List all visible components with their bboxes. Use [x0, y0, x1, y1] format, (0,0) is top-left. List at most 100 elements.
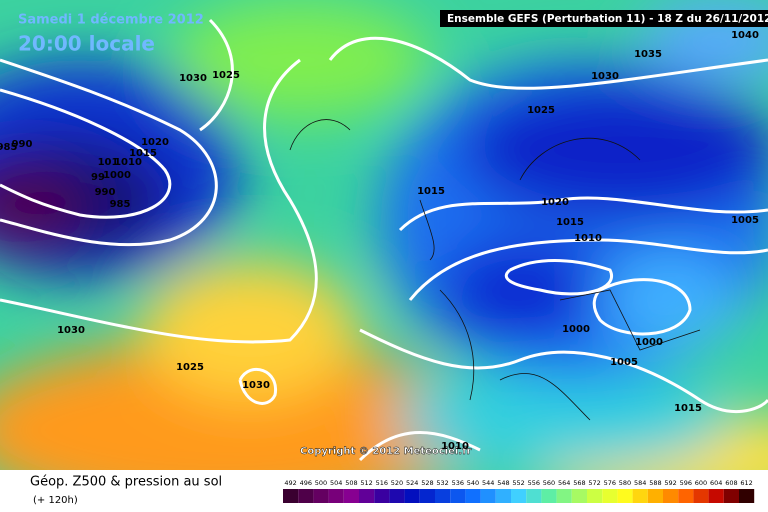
scale-label: 504	[330, 479, 342, 487]
isobar-label: 1000	[103, 170, 131, 181]
scale-label: 548	[497, 479, 509, 487]
scale-swatch	[283, 489, 299, 503]
isobar-label: 1020	[541, 197, 569, 208]
scale-label: 588	[649, 479, 661, 487]
scale-swatch	[678, 489, 694, 503]
scale-label: 564	[558, 479, 570, 487]
isobar-label: 1010	[574, 233, 602, 244]
legend-subtitle: (+ 120h)	[33, 495, 78, 506]
isobar-label: 1030	[179, 73, 207, 84]
isobar-label: 985	[0, 142, 17, 153]
scale-swatch	[495, 489, 511, 503]
isobar-label: 990	[12, 139, 33, 150]
scale-swatch	[541, 489, 557, 503]
scale-label: 576	[604, 479, 616, 487]
isobar-label: 1005	[610, 357, 638, 368]
scale-swatch	[708, 489, 724, 503]
scale-swatch	[647, 489, 663, 503]
scale-label: 560	[543, 479, 555, 487]
scale-label: 492	[284, 479, 296, 487]
scale-label: 592	[664, 479, 676, 487]
scale-swatch	[739, 489, 755, 503]
scale-swatch	[480, 489, 496, 503]
scale-swatch	[450, 489, 466, 503]
scale-label: 556	[528, 479, 540, 487]
scale-label: 544	[482, 479, 494, 487]
isobar-label: 99	[91, 172, 105, 183]
isobar-label: 1005	[731, 215, 759, 226]
scale-label: 532	[436, 479, 448, 487]
scale-label: 572	[588, 479, 600, 487]
scale-swatch	[571, 489, 587, 503]
scale-swatch	[404, 489, 420, 503]
scale-swatch	[359, 489, 375, 503]
isobar-label: 1035	[634, 49, 662, 60]
isobar-label: 1040	[731, 30, 759, 41]
isobar-label: 1030	[242, 380, 270, 391]
scale-label: 600	[695, 479, 707, 487]
scale-label: 568	[573, 479, 585, 487]
isobar-label: 1010	[441, 441, 469, 452]
isobar-label: 1010	[114, 157, 142, 168]
scale-swatch	[298, 489, 314, 503]
isobar-label: 1000	[635, 337, 663, 348]
isobar-label: 1015	[129, 148, 157, 159]
scale-swatch	[556, 489, 572, 503]
scale-swatch	[663, 489, 679, 503]
scale-label: 524	[406, 479, 418, 487]
scale-label: 540	[467, 479, 479, 487]
scale-swatch	[602, 489, 618, 503]
scale-swatch	[328, 489, 344, 503]
isobar-label: 1025	[176, 362, 204, 373]
scale-swatch	[617, 489, 633, 503]
scale-label: 528	[421, 479, 433, 487]
scale-swatch	[419, 489, 435, 503]
copyright: Copyright © 2012 Meteociel.fr	[300, 446, 471, 457]
scale-swatch	[343, 489, 359, 503]
isobar-label: 1030	[591, 71, 619, 82]
scale-label: 604	[710, 479, 722, 487]
isobar-label: 1030	[57, 325, 85, 336]
scale-label: 512	[360, 479, 372, 487]
scale-swatch	[632, 489, 648, 503]
scale-label: 520	[391, 479, 403, 487]
isobar-label: 1015	[674, 403, 702, 414]
map-date: Samedi 1 décembre 2012	[18, 13, 204, 28]
scale-label: 612	[740, 479, 752, 487]
isobar-label: 1025	[527, 105, 555, 116]
scale-label: 584	[634, 479, 646, 487]
scale-swatch	[374, 489, 390, 503]
isobar-label: 990	[95, 187, 116, 198]
scale-swatch	[723, 489, 739, 503]
map-time: 20:00 locale	[18, 32, 155, 56]
legend-title: Géop. Z500 & pression au sol	[30, 475, 222, 490]
scale-swatch	[465, 489, 481, 503]
isobar-label: 1015	[556, 217, 584, 228]
scale-label: 536	[452, 479, 464, 487]
scale-swatch	[389, 489, 405, 503]
scale-label: 508	[345, 479, 357, 487]
isobar-label: 1020	[141, 137, 169, 148]
scale-swatch	[587, 489, 603, 503]
isobar-label: 101	[98, 157, 119, 168]
scale-swatch	[526, 489, 542, 503]
scale-label: 580	[619, 479, 631, 487]
scale-swatch	[313, 489, 329, 503]
run-banner	[440, 10, 768, 27]
isobar-label: 985	[110, 199, 131, 210]
scale-label: 500	[315, 479, 327, 487]
scale-label: 552	[512, 479, 524, 487]
isobar-label: 1025	[212, 70, 240, 81]
run-info: Ensemble GEFS (Perturbation 11) - 18 Z d…	[447, 13, 768, 25]
scale-swatch	[693, 489, 709, 503]
scale-label: 496	[300, 479, 312, 487]
scale-swatch	[511, 489, 527, 503]
scale-label: 516	[376, 479, 388, 487]
scale-swatch	[435, 489, 451, 503]
scale-label: 608	[725, 479, 737, 487]
isobar-label: 1000	[562, 324, 590, 335]
isobar-label: 1015	[417, 186, 445, 197]
scale-label: 596	[680, 479, 692, 487]
